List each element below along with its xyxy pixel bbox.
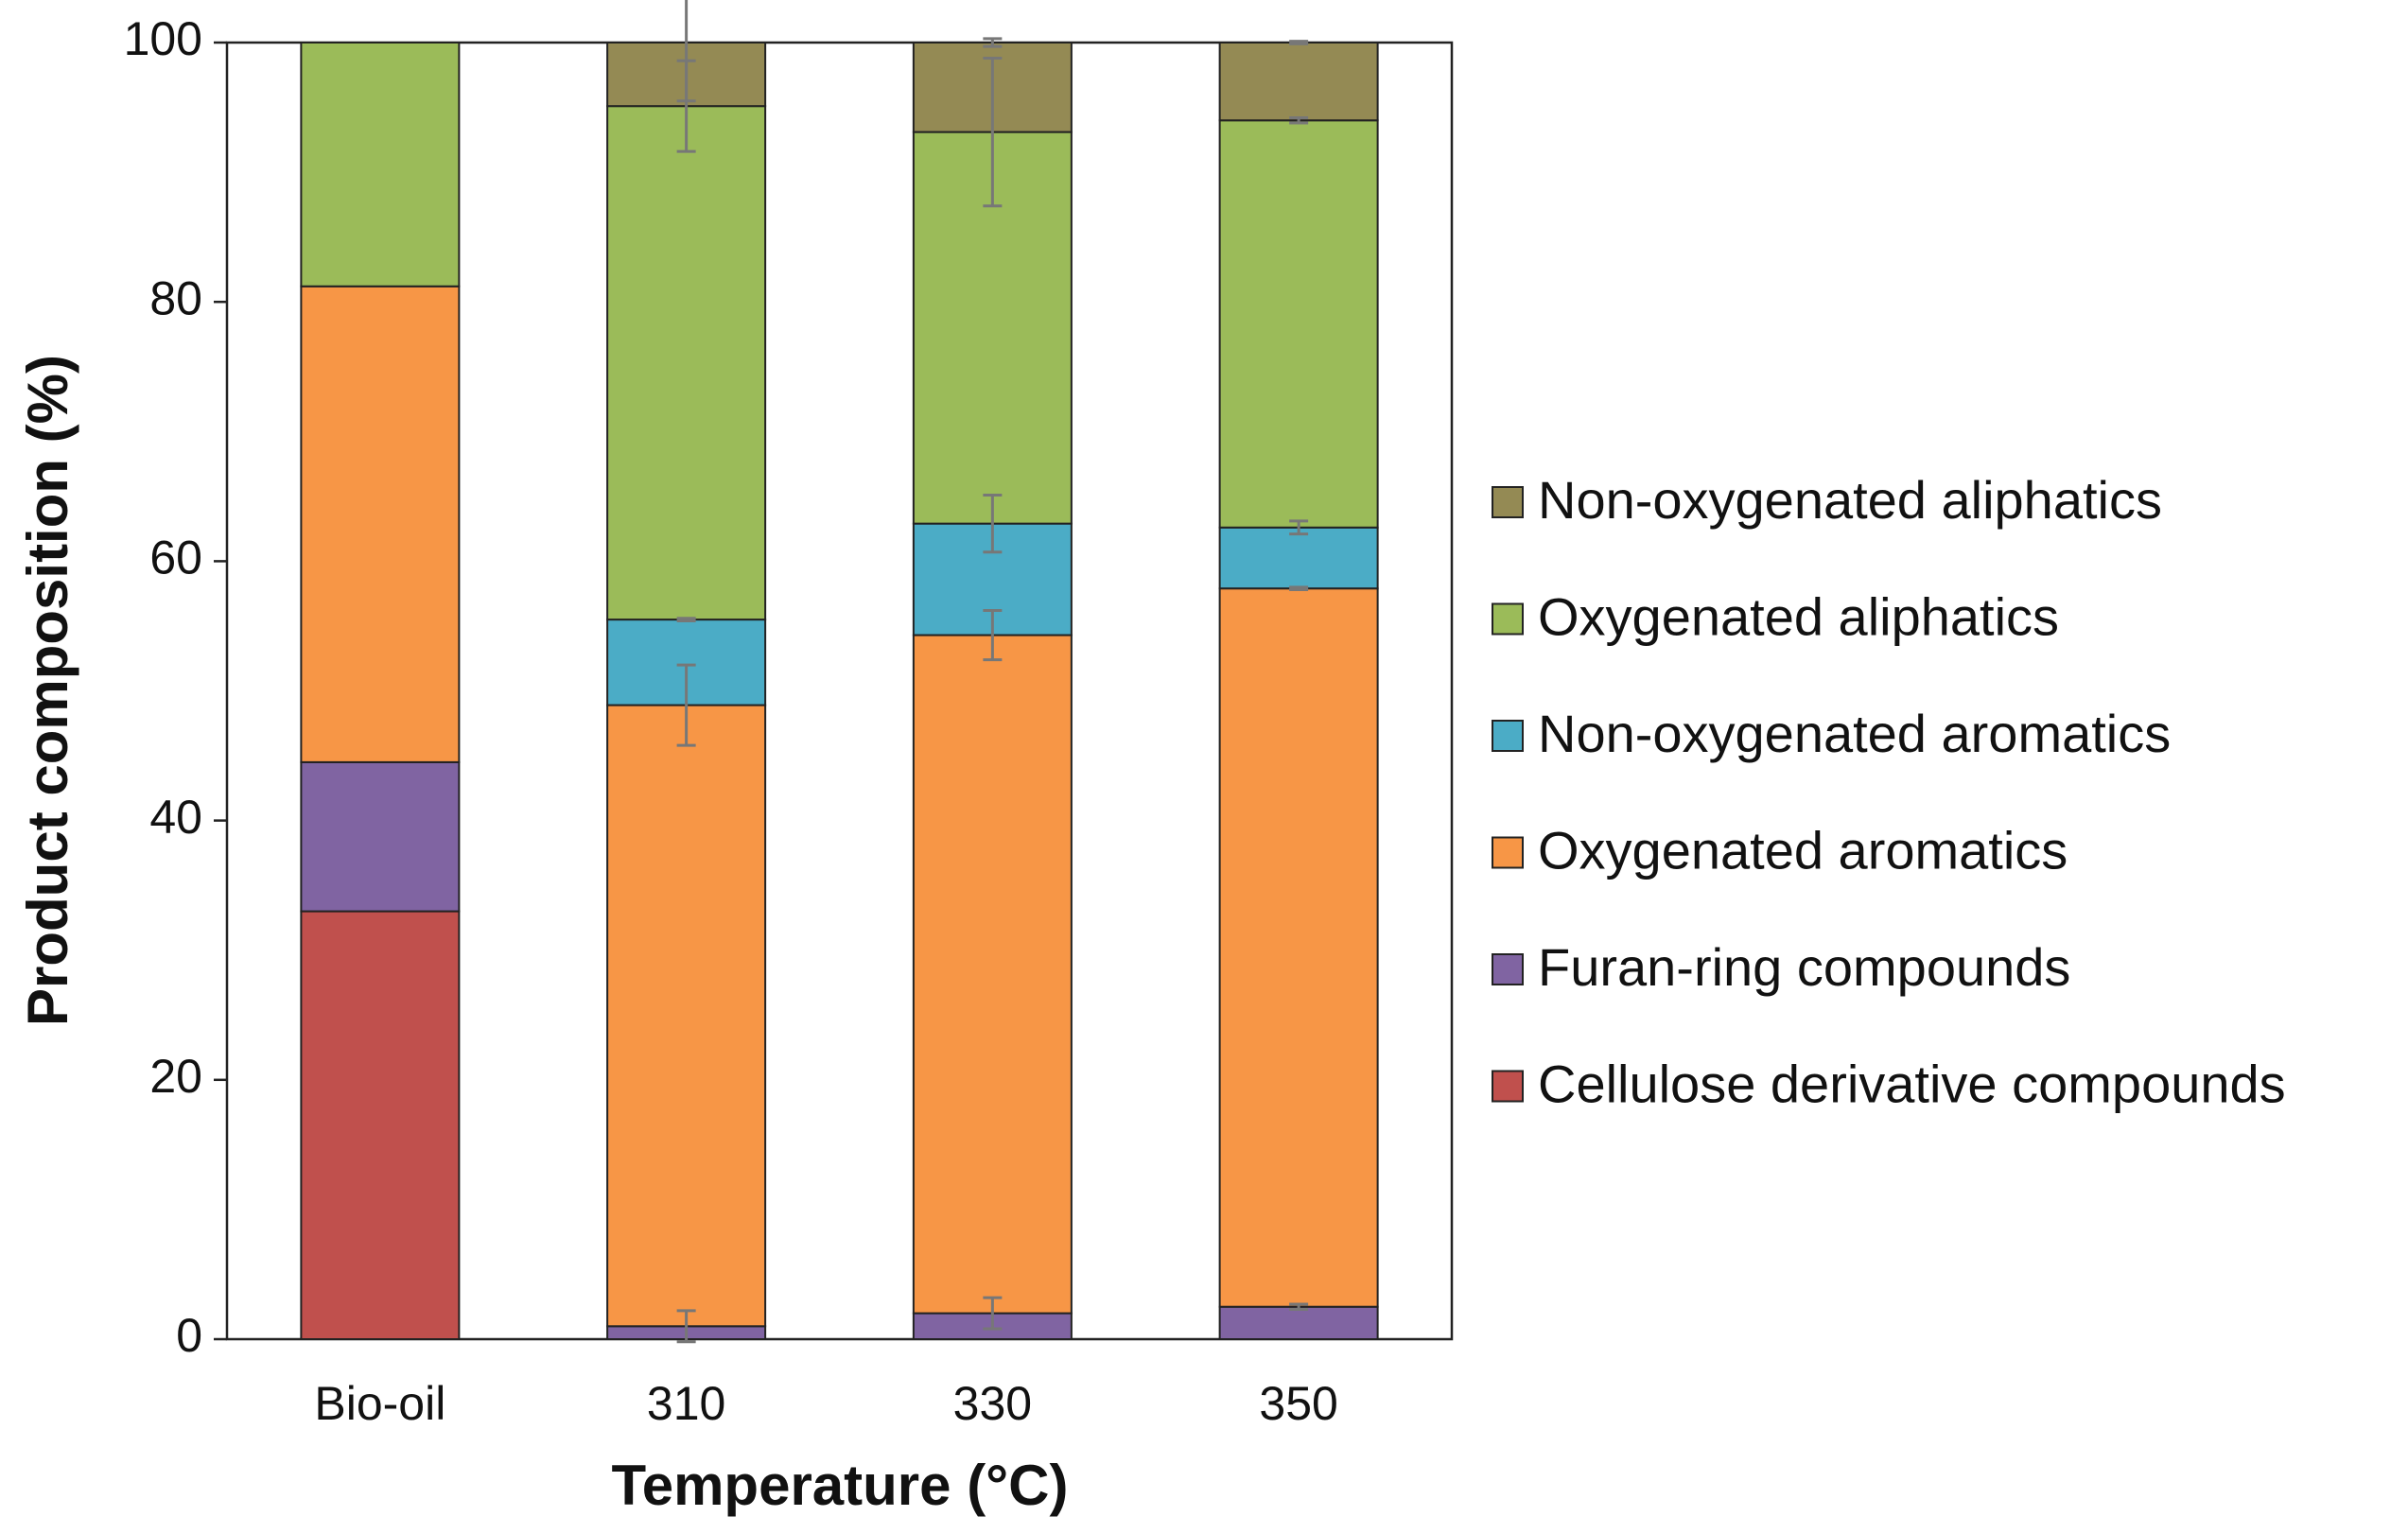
bar-segment (1218, 526, 1379, 590)
x-axis-title: Temperature (°C) (612, 1454, 1069, 1517)
y-tick-label: 60 (149, 532, 202, 584)
legend-swatch (1492, 602, 1524, 636)
error-bar (1289, 585, 1309, 592)
bar-segment (300, 910, 461, 1340)
x-tick-label: Bio-oil (314, 1377, 445, 1430)
error-bar (676, 617, 696, 622)
y-tick-label: 80 (149, 271, 202, 324)
bar-segment (300, 42, 461, 288)
legend-swatch (1492, 953, 1524, 985)
y-tick-label: 20 (149, 1050, 202, 1103)
error-bar (983, 608, 1003, 662)
y-tick-label: 0 (176, 1309, 202, 1362)
error-bar (983, 1296, 1003, 1331)
error-bar (983, 56, 1003, 208)
legend-label: Non-oxygenated aliphatics (1538, 470, 2162, 530)
legend-label: Furan-ring compounds (1538, 937, 2070, 997)
error-bar (676, 1309, 696, 1344)
error-bar (1289, 116, 1309, 125)
legend-swatch (1492, 486, 1524, 518)
error-bar (1289, 1302, 1309, 1311)
y-tick-label: 40 (149, 791, 202, 844)
legend-swatch (1492, 836, 1524, 869)
y-tick-label: 100 (124, 12, 202, 65)
legend-label: Oxygenated aliphatics (1538, 586, 2059, 646)
bar-segment (912, 634, 1073, 1315)
error-bar (1289, 40, 1309, 45)
x-tick-label: 350 (1259, 1377, 1337, 1430)
bar-segment (606, 704, 767, 1328)
bar-segment (1218, 587, 1379, 1308)
legend-label: Non-oxygenated aromatics (1538, 704, 2171, 763)
error-bar (676, 663, 696, 747)
error-bar (983, 493, 1003, 554)
y-axis-title: Product composition (%) (16, 355, 79, 1026)
error-bar (983, 37, 1003, 48)
bar-segment (606, 105, 767, 621)
bar-segment (1218, 1305, 1379, 1340)
x-tick-label: 310 (647, 1377, 725, 1430)
bar-segment (1218, 119, 1379, 529)
bar-segment (300, 285, 461, 763)
legend-label: Oxygenated aromatics (1538, 820, 2068, 880)
error-bar (676, 0, 696, 103)
legend-label: Cellulose derivative compounds (1538, 1054, 2286, 1113)
legend-swatch (1492, 1070, 1524, 1103)
bar-segment (300, 760, 461, 913)
x-tick-label: 330 (953, 1377, 1032, 1430)
error-bar (1289, 519, 1309, 536)
legend-swatch (1492, 720, 1524, 752)
bar-segment (1218, 42, 1379, 122)
